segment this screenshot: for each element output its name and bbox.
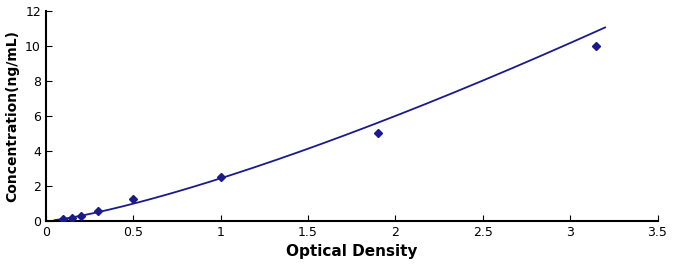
- Y-axis label: Concentration(ng/mL): Concentration(ng/mL): [5, 30, 20, 202]
- X-axis label: Optical Density: Optical Density: [286, 244, 417, 259]
